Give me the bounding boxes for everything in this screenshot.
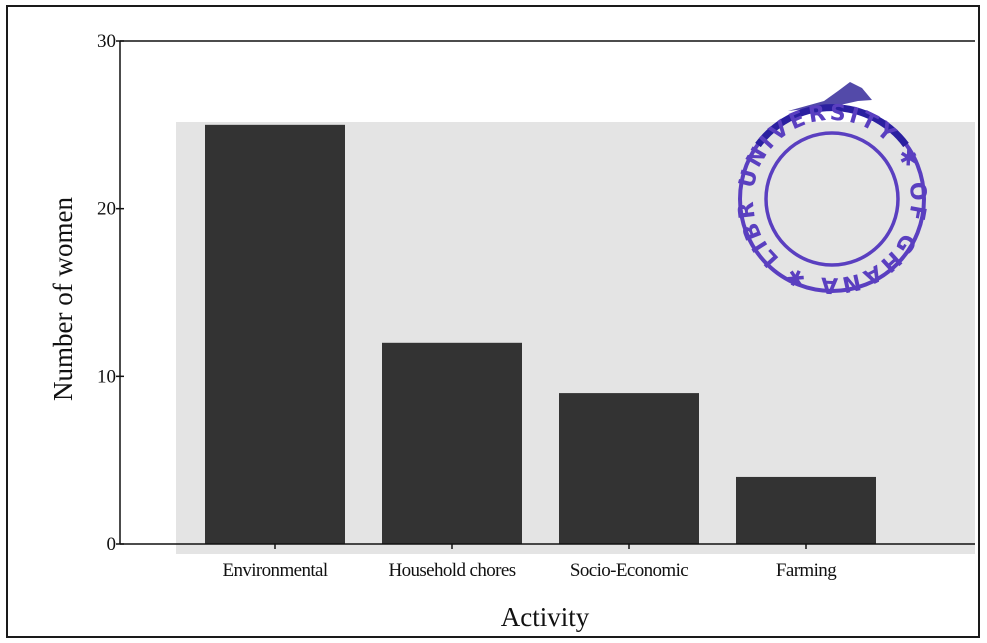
y-axis-title: Number of women [48,197,78,401]
x-tick-label: Socio-Economic [570,560,688,581]
y-tick-label: 0 [107,534,117,555]
bars-group [205,124,876,544]
bar [559,393,699,544]
bar [382,342,522,544]
x-tick-labels-group: Environmental Household chores Socio-Econo… [222,544,838,581]
y-tick-label: 20 [97,199,116,220]
y-tick-label: 10 [97,366,116,387]
x-axis-title: Activity [501,602,590,632]
axes-group [119,40,975,545]
x-tick-label: Environmental [222,560,327,581]
x-tick-label: Farming [776,560,837,581]
y-tick-label: 30 [97,31,116,52]
y-ticks-group: 0 10 20 30 [97,31,124,555]
bar [736,476,876,544]
bar [205,124,345,544]
x-tick-label: Household chores [388,560,515,581]
